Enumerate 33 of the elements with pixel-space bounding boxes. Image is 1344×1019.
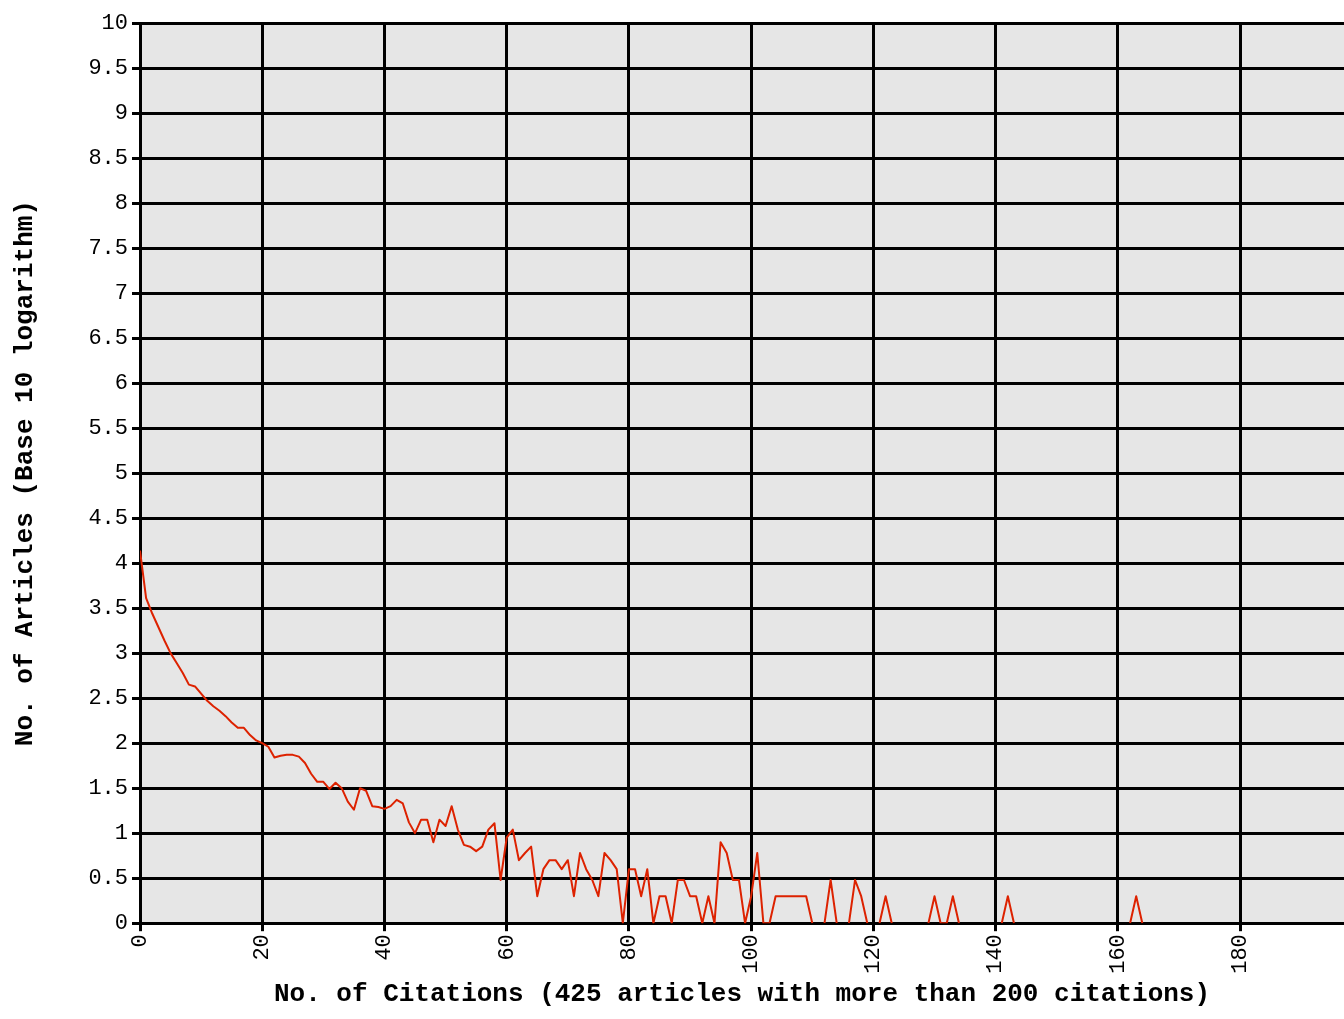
y-tick-label: 2.5 [88,685,128,711]
y-tick-label: 9.5 [88,55,128,81]
y-tick-label: 1.5 [88,775,128,801]
y-tick-label: 7.5 [88,235,128,261]
y-tick-label: 6 [114,370,128,396]
y-tick-label: 1 [114,821,128,846]
y-tick-label: 4.5 [88,505,128,531]
y-tick-label: 4 [114,550,128,576]
x-tick-label: 100 [739,934,764,974]
y-tick-label: 6.5 [88,325,128,351]
y-tick-label: 0 [114,911,128,937]
x-tick-label: 80 [616,934,642,961]
y-tick-label: 8.5 [88,145,128,171]
y-axis-title: No. of Articles (Base 10 logarithm) [10,200,41,747]
y-tick-label: 0.5 [88,866,128,892]
y-tick-label: 3.5 [88,595,128,621]
x-tick-label: 0 [127,934,153,948]
x-tick-label: 20 [250,934,276,961]
y-tick-label: 2 [114,730,128,756]
y-tick-label: 3 [114,640,128,666]
y-tick-label: 5 [114,460,128,486]
x-tick-label: 60 [494,934,520,961]
y-tick-label: 10 [101,10,128,36]
y-tick-label: 8 [114,190,128,216]
x-tick-label: 180 [1227,934,1253,974]
x-axis-title: No. of Citations (425 articles with more than 200 citations) [273,978,1211,1009]
y-tick-label: 9 [114,100,128,126]
x-tick-label: 160 [1105,934,1131,974]
x-tick-label: 140 [983,934,1009,974]
y-tick-label: 7 [114,280,128,306]
x-tick-label: 40 [372,934,398,961]
y-tick-label: 5.5 [88,415,128,441]
x-tick-label: 120 [861,934,887,974]
